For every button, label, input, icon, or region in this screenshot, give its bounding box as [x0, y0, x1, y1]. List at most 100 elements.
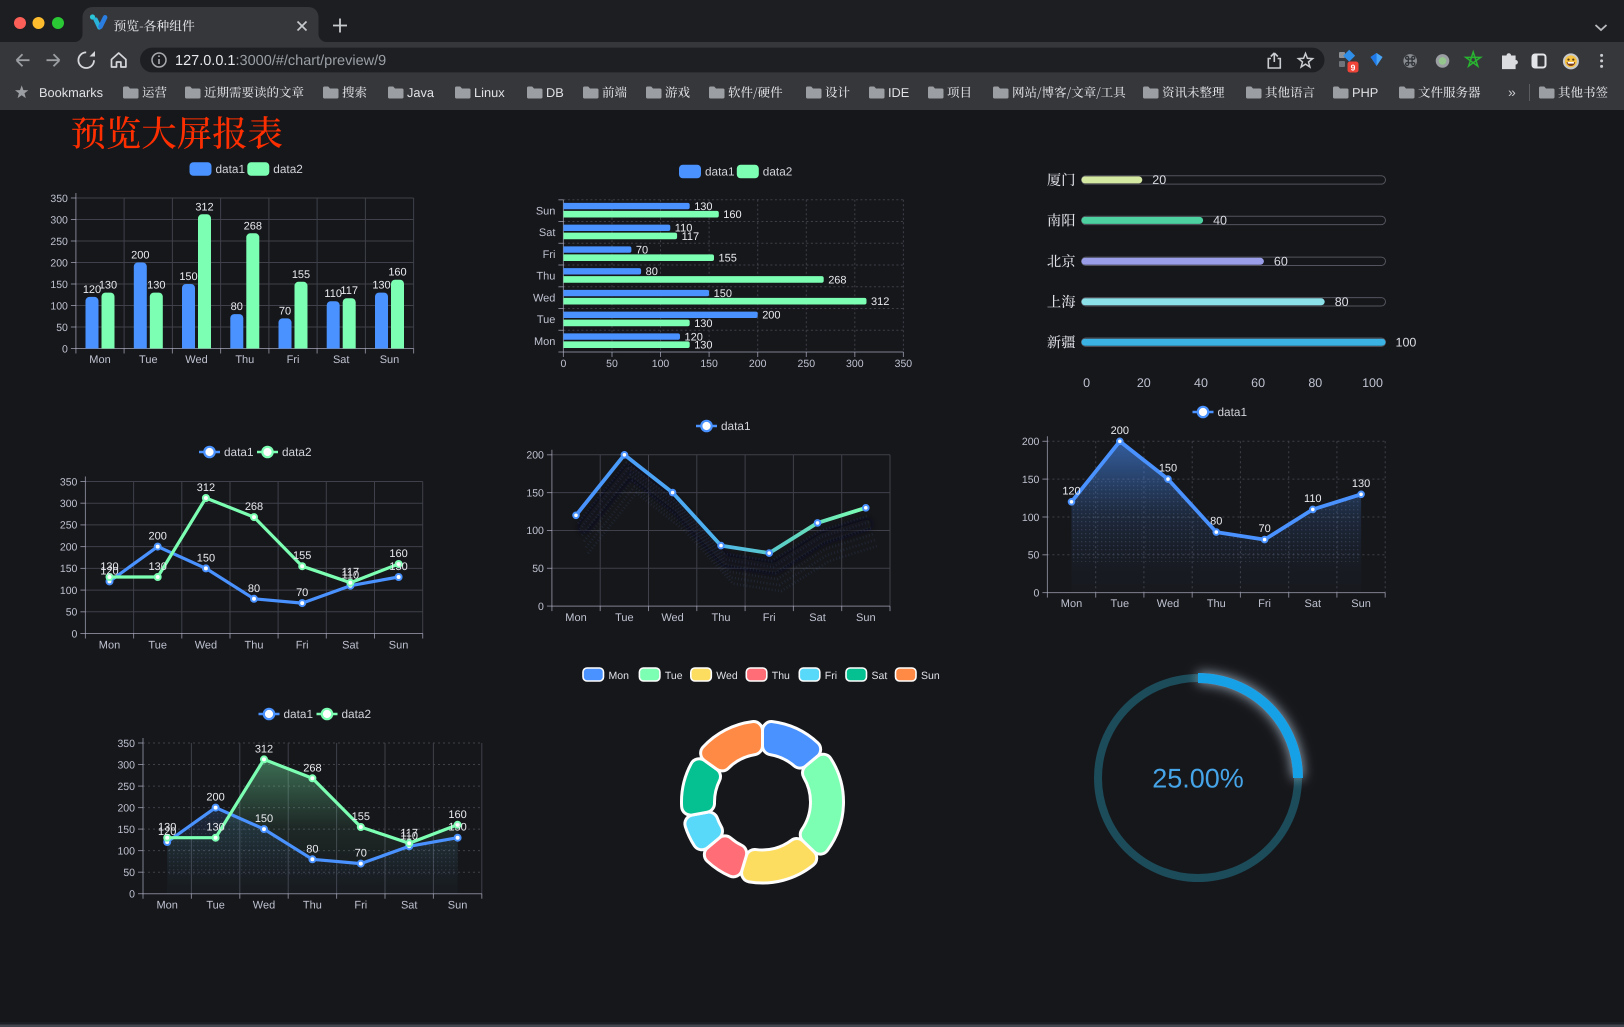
svg-text:data1: data1 — [705, 165, 735, 179]
svg-text:0: 0 — [62, 343, 68, 355]
svg-text:Sun: Sun — [856, 612, 876, 624]
svg-text:0: 0 — [1083, 376, 1090, 390]
svg-text:0: 0 — [72, 628, 78, 640]
svg-text:130: 130 — [694, 201, 712, 213]
svg-text:70: 70 — [355, 848, 367, 860]
svg-text:Tue: Tue — [1111, 598, 1130, 610]
svg-text:Sat: Sat — [539, 227, 556, 239]
svg-text:Sun: Sun — [536, 206, 556, 218]
svg-text:200: 200 — [749, 358, 767, 370]
svg-text:data2: data2 — [273, 162, 303, 176]
svg-text:120: 120 — [685, 332, 703, 344]
svg-text:130: 130 — [99, 280, 117, 292]
svg-text:300: 300 — [50, 214, 68, 226]
svg-text:Wed: Wed — [661, 612, 683, 624]
svg-text:150: 150 — [179, 271, 197, 283]
svg-text:Thu: Thu — [1207, 598, 1226, 610]
svg-text:80: 80 — [1308, 376, 1322, 390]
svg-text:0: 0 — [560, 358, 566, 370]
svg-text:200: 200 — [762, 310, 780, 322]
svg-text:Wed: Wed — [533, 292, 555, 304]
svg-text:117: 117 — [682, 231, 700, 243]
svg-text:110: 110 — [400, 830, 418, 842]
svg-text:250: 250 — [798, 358, 816, 370]
svg-text:100: 100 — [50, 300, 68, 312]
svg-text:150: 150 — [60, 563, 78, 575]
svg-text:Sat: Sat — [342, 640, 359, 652]
svg-text:20: 20 — [1152, 173, 1166, 187]
svg-text:Wed: Wed — [1157, 598, 1179, 610]
svg-text:data2: data2 — [763, 165, 793, 179]
svg-text:Sun: Sun — [448, 900, 468, 912]
svg-text:110: 110 — [342, 570, 360, 582]
svg-text:117: 117 — [400, 827, 418, 839]
svg-text:Fri: Fri — [763, 612, 776, 624]
svg-text:100: 100 — [652, 358, 670, 370]
svg-text:Thu: Thu — [536, 271, 555, 283]
svg-text:data2: data2 — [282, 445, 312, 459]
svg-text:110: 110 — [1304, 493, 1322, 505]
svg-text:100: 100 — [1362, 376, 1383, 390]
svg-text:Java: Java — [407, 85, 435, 100]
svg-text:80: 80 — [1210, 516, 1222, 528]
svg-text:Tue: Tue — [206, 900, 225, 912]
svg-text:312: 312 — [197, 482, 215, 494]
svg-text:130: 130 — [694, 340, 712, 352]
svg-text:80: 80 — [306, 843, 318, 855]
svg-text:Tue: Tue — [537, 314, 556, 326]
svg-text:50: 50 — [123, 867, 135, 879]
svg-text:160: 160 — [723, 209, 741, 221]
svg-text:160: 160 — [448, 809, 466, 821]
svg-text:Thu: Thu — [772, 670, 790, 682]
svg-text:40: 40 — [1213, 214, 1227, 228]
svg-text:130: 130 — [389, 561, 407, 573]
svg-text:Fri: Fri — [1258, 598, 1271, 610]
svg-text:100: 100 — [117, 845, 135, 857]
svg-text:70: 70 — [636, 245, 648, 257]
svg-text:70: 70 — [296, 587, 308, 599]
svg-text:250: 250 — [60, 520, 78, 532]
svg-text:200: 200 — [1022, 436, 1040, 448]
svg-text:268: 268 — [244, 220, 262, 232]
svg-text:Mon: Mon — [534, 336, 555, 348]
svg-text:Sun: Sun — [1351, 598, 1371, 610]
svg-text:350: 350 — [895, 358, 913, 370]
svg-text:Tue: Tue — [139, 354, 158, 366]
svg-text:130: 130 — [147, 280, 165, 292]
svg-text:Fri: Fri — [825, 670, 837, 682]
svg-text:100: 100 — [1022, 512, 1040, 524]
svg-text:Sat: Sat — [401, 900, 418, 912]
svg-text:130: 130 — [448, 822, 466, 834]
svg-text:0: 0 — [1034, 587, 1040, 599]
svg-text:60: 60 — [1274, 255, 1288, 269]
svg-text:312: 312 — [255, 743, 273, 755]
svg-text:Sun: Sun — [380, 354, 400, 366]
svg-text:40: 40 — [1194, 376, 1208, 390]
svg-text:data1: data1 — [721, 419, 751, 433]
svg-text:150: 150 — [197, 552, 215, 564]
svg-text:250: 250 — [117, 781, 135, 793]
svg-text:Mon: Mon — [1061, 598, 1082, 610]
svg-text:200: 200 — [206, 792, 224, 804]
svg-text:155: 155 — [292, 269, 310, 281]
svg-text:70: 70 — [279, 305, 291, 317]
svg-text:117: 117 — [342, 567, 360, 579]
svg-text:Thu: Thu — [303, 900, 322, 912]
svg-text:312: 312 — [195, 201, 213, 213]
svg-text:80: 80 — [248, 583, 260, 595]
svg-text:data1: data1 — [224, 445, 254, 459]
svg-text:130: 130 — [372, 280, 390, 292]
svg-text:100: 100 — [526, 525, 544, 537]
svg-text:20: 20 — [1137, 376, 1151, 390]
svg-text:268: 268 — [303, 762, 321, 774]
svg-text:200: 200 — [149, 531, 167, 543]
svg-text:150: 150 — [117, 824, 135, 836]
svg-text:300: 300 — [60, 498, 78, 510]
svg-text:200: 200 — [50, 257, 68, 269]
svg-text:Wed: Wed — [185, 354, 207, 366]
svg-text:DB: DB — [546, 85, 564, 100]
svg-text:150: 150 — [714, 288, 732, 300]
svg-text:PHP: PHP — [1352, 85, 1378, 100]
svg-text:250: 250 — [50, 236, 68, 248]
svg-text:Tue: Tue — [148, 640, 167, 652]
